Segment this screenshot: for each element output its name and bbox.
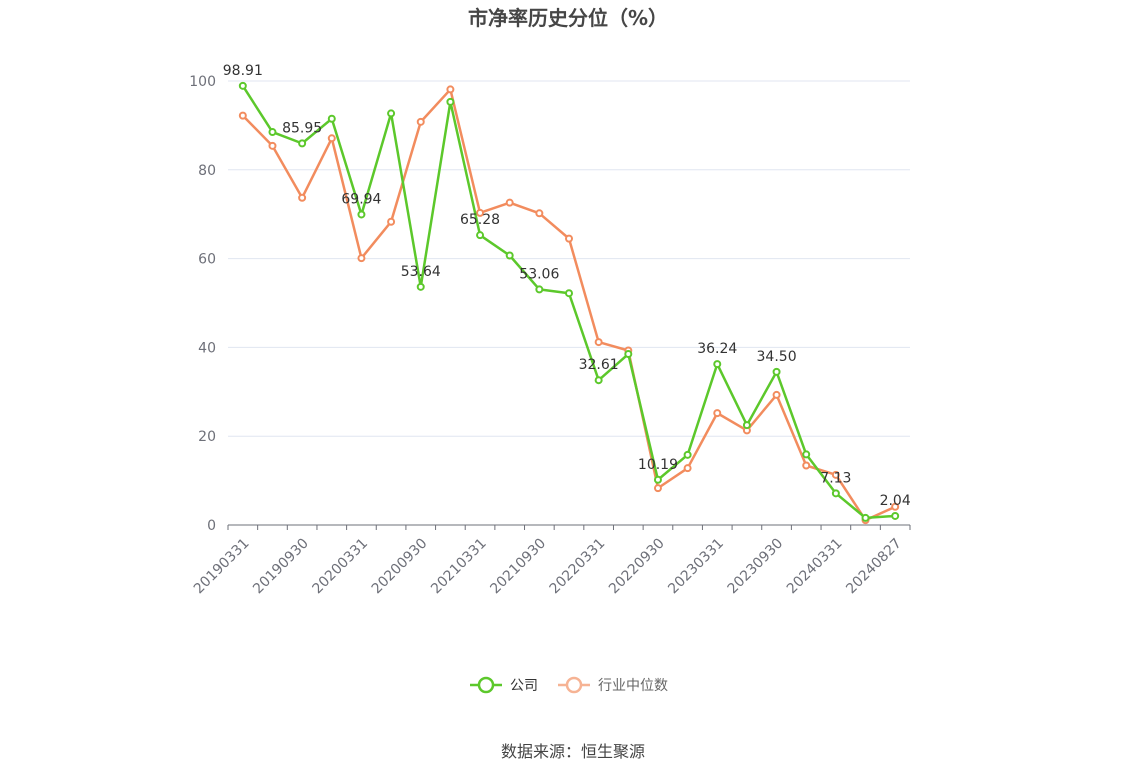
data-point: [861, 513, 870, 522]
data-point: [387, 109, 396, 118]
data-point: [772, 390, 781, 399]
data-point: [742, 421, 751, 430]
data-label: 53.06: [519, 266, 559, 282]
source-caption: 数据来源：恒生聚源: [501, 742, 645, 761]
data-point: [238, 81, 247, 90]
data-point: [505, 251, 514, 260]
data-point: [594, 376, 603, 385]
x-tick-label: 20210930: [487, 535, 549, 597]
data-point: [535, 209, 544, 218]
legend-label: 行业中位数: [598, 678, 668, 694]
data-point: [565, 234, 573, 243]
grid-lines: [228, 80, 910, 437]
series-industry-median: [238, 85, 900, 525]
data-point: [387, 217, 396, 226]
y-tick-label: 40: [198, 340, 216, 356]
data-point: [713, 360, 722, 369]
chart-title: 市净率历史分位（%）: [468, 6, 668, 30]
data-point: [476, 208, 485, 217]
series-company: [238, 81, 900, 522]
legend-item-company: 公司: [470, 676, 538, 694]
series-line: [241, 88, 896, 522]
data-point: [238, 111, 247, 120]
data-label: 32.61: [579, 357, 619, 373]
data-point: [505, 198, 514, 207]
data-point: [268, 128, 277, 137]
x-tick-label: 20220930: [606, 535, 668, 597]
data-label: 69.94: [341, 191, 381, 207]
data-point: [416, 282, 425, 291]
data-point: [535, 285, 544, 294]
legend-marker: [477, 676, 495, 694]
data-point: [298, 139, 307, 148]
data-point: [594, 338, 603, 347]
axes: 0 20 40 60 80 100 2019033120190930202003312020…: [189, 74, 911, 597]
data-point: [831, 489, 840, 498]
data-label: 65.28: [460, 212, 500, 228]
data-point: [357, 210, 366, 219]
legend: 公司 行业中位数: [470, 676, 668, 694]
data-point: [327, 134, 336, 143]
x-tick-label: 20200930: [369, 535, 431, 597]
y-tick-label: 100: [189, 74, 216, 90]
data-point: [268, 141, 277, 150]
data-label: 34.50: [757, 349, 797, 365]
data-point: [802, 461, 811, 470]
data-point: [416, 117, 425, 126]
series-lines: [238, 81, 900, 525]
data-point: [891, 511, 900, 520]
data-point: [446, 97, 455, 106]
y-tick-label: 60: [198, 252, 216, 268]
data-label: 36.24: [697, 341, 737, 357]
x-tick-label: 20210331: [428, 535, 490, 597]
data-label: 10.19: [638, 457, 678, 473]
y-tick-label: 0: [207, 518, 216, 534]
data-point: [327, 114, 336, 123]
data-point: [298, 193, 307, 202]
data-label: 2.04: [880, 493, 911, 509]
data-label: 53.64: [401, 264, 441, 280]
y-tick-label: 20: [198, 429, 216, 445]
y-tick-label: 80: [198, 163, 216, 179]
data-label: 98.91: [223, 63, 263, 79]
data-point: [565, 289, 573, 298]
x-tick-label: 20240331: [784, 535, 846, 597]
data-label: 7.13: [820, 470, 851, 486]
legend-label: 公司: [510, 678, 538, 694]
data-point: [831, 470, 840, 479]
data-label: 85.95: [282, 120, 322, 136]
data-point: [357, 254, 366, 263]
x-tick-label: 20230930: [725, 535, 787, 597]
data-point: [653, 475, 662, 484]
x-tick-label: 20190930: [250, 535, 312, 597]
legend-item-industry-median: 行业中位数: [558, 676, 668, 694]
data-point: [653, 484, 662, 493]
data-point: [891, 502, 900, 511]
x-tick-label: 20220331: [547, 535, 609, 597]
data-point: [683, 450, 692, 459]
x-tick-label: 20230331: [665, 535, 727, 597]
x-tick-label: 20200331: [309, 535, 371, 597]
legend-marker: [565, 676, 583, 694]
data-point: [624, 350, 633, 359]
x-tick-label: 20190331: [191, 535, 253, 597]
data-point: [713, 409, 722, 418]
data-point: [476, 231, 485, 240]
data-point: [802, 450, 811, 459]
data-point: [683, 464, 692, 473]
series-line: [241, 85, 896, 520]
data-labels: 98.91 85.95 69.94 53.64 65.28 53.06 32.61 10.19…: [223, 63, 911, 509]
x-tick-label: 20240827: [843, 535, 905, 597]
data-point: [772, 367, 781, 376]
data-point: [446, 85, 455, 94]
